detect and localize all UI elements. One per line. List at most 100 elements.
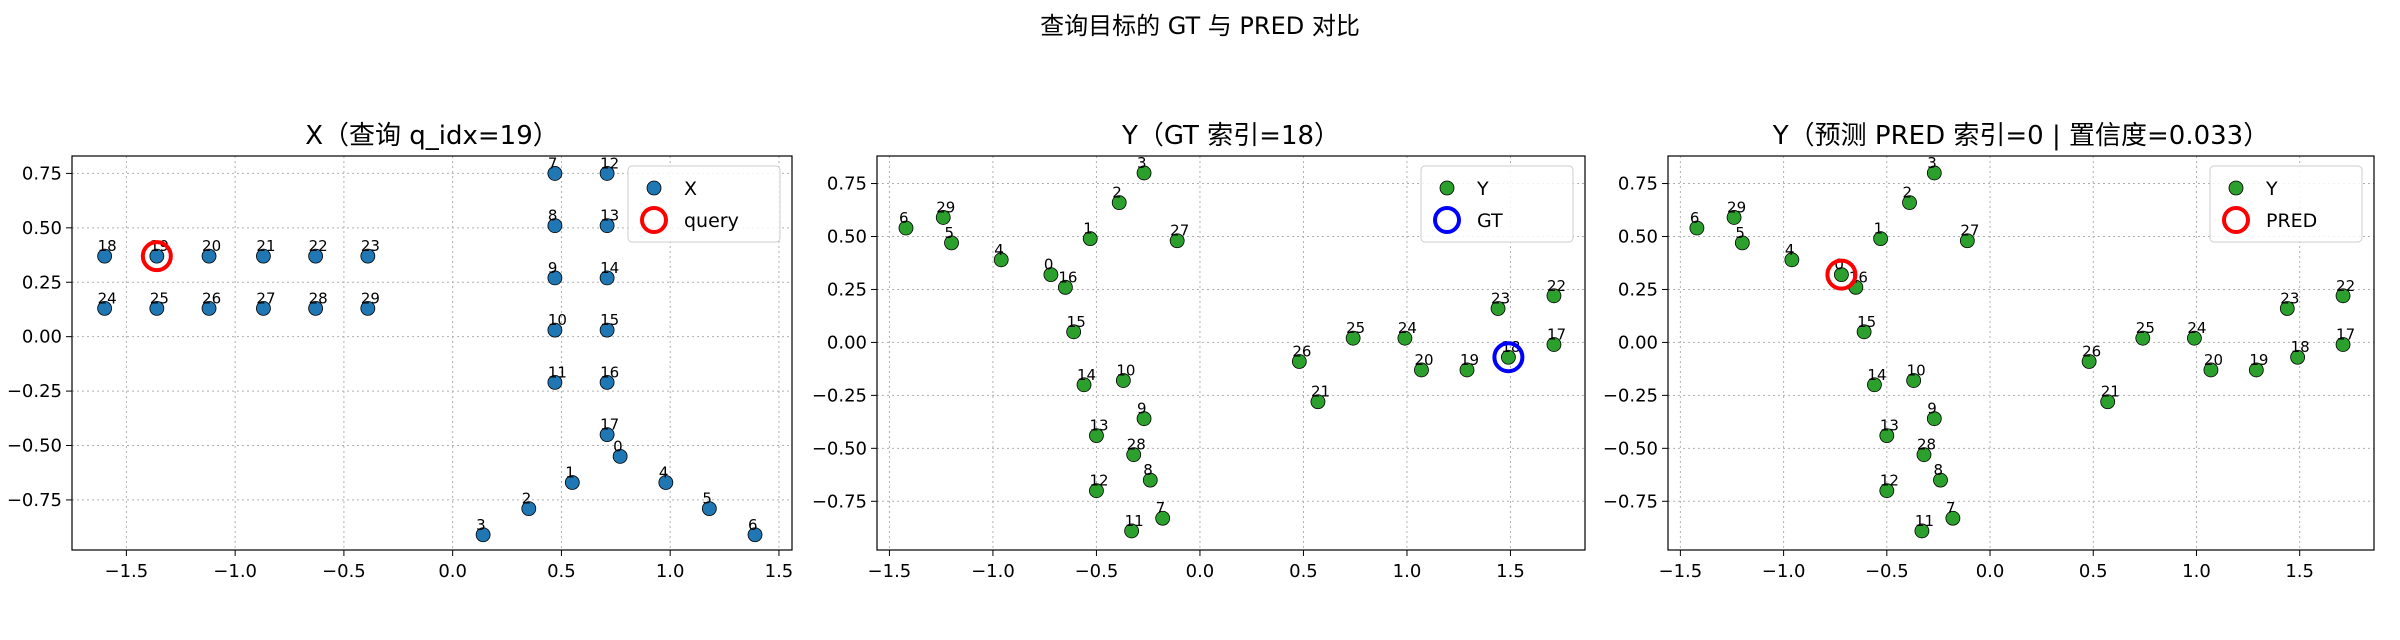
data-point [1926,165,1942,181]
data-point [1902,195,1917,211]
x-tick-label: 1.5 [765,561,794,582]
data-point [701,501,717,517]
figure-suptitle: 查询目标的 GT 与 PRED 对比 [1040,12,1360,40]
data-point [1914,523,1930,539]
data-point [1926,411,1942,427]
data-point [256,248,271,264]
point-label: 4 [1785,241,1795,259]
data-point [599,322,615,338]
data-point [1490,301,1506,316]
point-label: 26 [202,289,221,307]
legend-marker-highlight [2222,206,2250,234]
x-tick-label: −1.0 [1762,561,1806,582]
data-point [1082,231,1098,247]
data-point [2279,301,2295,316]
x-tick-label: 0.0 [1976,561,2005,582]
y-tick-label: −0.25 [7,381,62,402]
data-point [658,475,674,490]
y-tick-label: 0.50 [1618,226,1658,247]
y-tick-label: 0.00 [827,332,867,353]
point-label: 19 [1460,351,1479,369]
point-label: 21 [256,237,275,255]
data-point [547,322,563,338]
data-point [1906,373,1922,388]
x-tick-label: 0.5 [2079,561,2108,582]
point-label: 15 [1857,313,1876,331]
point-label: 27 [1170,222,1189,240]
point-label: 10 [548,311,567,329]
data-point [1879,428,1895,444]
data-point [993,252,1009,268]
legend-marker-series [646,180,662,196]
y-tick-label: 0.75 [22,163,62,184]
data-point [1933,472,1948,488]
point-label: 22 [309,237,328,255]
highlight-ring [140,240,173,273]
axes-frame [876,155,1586,551]
legend-label-series: Y [1476,178,1489,200]
highlight-ring [1825,258,1858,291]
data-point [97,248,113,264]
point-label: 23 [361,237,380,255]
data-point [1879,483,1895,499]
x-tick-label: −1.5 [105,561,149,582]
point-label: 29 [1727,198,1746,216]
data-point [2100,394,2116,410]
legend-label-series: X [684,178,697,200]
point-label: 3 [476,516,486,534]
point-label: 6 [1690,209,1700,227]
point-label: 0 [1834,256,1844,274]
x-tick-label: 1.5 [2285,561,2314,582]
legend-label-highlight: GT [1477,210,1503,232]
point-label: 22 [2336,277,2355,295]
point-label: 8 [1933,461,1943,479]
point-label: 6 [899,209,909,227]
data-point [1689,220,1705,236]
panel-3: 0123456789101112131415161718192021222324… [1603,121,2375,582]
data-point [1142,472,1158,488]
point-label: 11 [548,363,567,381]
data-point [1414,362,1429,378]
data-point [898,220,914,236]
point-label: 5 [945,224,955,242]
data-point [944,235,959,251]
legend-label-highlight: PRED [2266,210,2317,232]
legend-marker-highlight [1433,206,1461,234]
data-point [1124,523,1140,539]
data-point [1066,324,1082,340]
data-point [2081,354,2097,369]
data-point [1734,235,1750,251]
point-label: 10 [1116,362,1135,380]
legend-marker-series [2228,180,2244,196]
highlight-ring [1492,341,1525,374]
data-point [2335,288,2351,304]
point-label: 27 [256,289,275,307]
point-label: 17 [1547,326,1566,344]
y-tick-label: 0.75 [827,174,867,195]
point-label: 17 [600,416,619,434]
point-label: 8 [548,207,558,225]
point-label: 28 [1127,436,1146,454]
data-point [360,248,376,264]
point-label: 14 [1077,366,1096,384]
point-label: 4 [659,464,669,482]
data-point [2335,337,2351,352]
point-label: 19 [2249,351,2268,369]
x-tick-label: −1.0 [971,561,1015,582]
point-label: 13 [1880,417,1899,435]
data-point [1089,428,1104,444]
legend-marker-highlight [640,206,668,234]
data-point [201,300,217,316]
y-tick-label: 0.25 [22,272,62,293]
data-point [1726,210,1742,225]
point-label: 17 [2336,326,2355,344]
point-label: 28 [309,289,328,307]
y-tick-label: −0.25 [812,385,867,406]
point-label: 20 [1414,351,1433,369]
data-point [1945,510,1961,526]
data-point [1867,377,1882,393]
point-label: 2 [1112,184,1122,202]
axes-frame [71,155,793,551]
